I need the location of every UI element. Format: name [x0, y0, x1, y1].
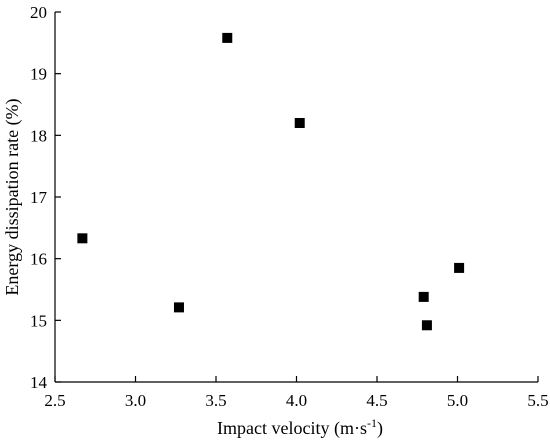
y-tick-label: 19 [30, 65, 47, 84]
y-tick-label: 15 [30, 311, 47, 330]
x-tick-label: 2.5 [44, 391, 65, 410]
x-tick-label: 5.5 [527, 391, 548, 410]
y-tick-label: 18 [30, 126, 47, 145]
x-tick-label: 4.5 [366, 391, 387, 410]
x-ticks: 2.5 3.0 3.5 4.0 4.5 5.0 5.5 [44, 376, 549, 410]
y-axis-label: Energy dissipation rate (%) [2, 98, 23, 295]
x-tick-label: 4.0 [286, 391, 307, 410]
data-point [418, 291, 429, 302]
data-point [77, 233, 88, 244]
axes [54, 12, 538, 383]
data-point [421, 320, 432, 331]
x-tick-label: 3.0 [125, 391, 146, 410]
y-tick-label: 17 [30, 188, 48, 207]
data-point [454, 262, 465, 273]
x-axis-label: Impact velocity (m·s-1) [217, 416, 383, 439]
y-ticks: 14 15 16 17 18 19 20 [30, 3, 61, 392]
x-tick-label: 5.0 [447, 391, 468, 410]
x-tick-label: 3.5 [205, 391, 226, 410]
y-tick-label: 20 [30, 3, 47, 22]
data-point [222, 32, 233, 43]
y-tick-label: 16 [30, 250, 47, 269]
y-tick-label: 14 [30, 373, 48, 392]
data-points [77, 32, 465, 331]
data-point [294, 118, 305, 128]
data-point [173, 302, 184, 313]
